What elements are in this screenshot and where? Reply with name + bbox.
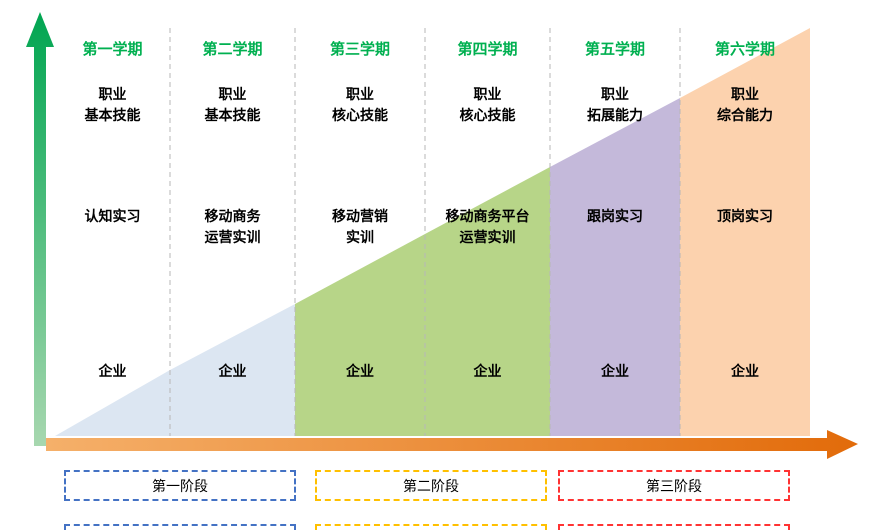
skill-label: 职业 核心技能 [459, 86, 516, 123]
practice-label: 移动商务平台 运营实训 [445, 208, 530, 245]
column-separators [169, 28, 681, 436]
stage-box-2: 第二阶段 [315, 470, 547, 501]
vertical-axis-arrow-head [26, 12, 54, 47]
semester-header: 第一学期 [82, 41, 143, 58]
ramp-segment-6 [680, 28, 810, 436]
skill-label: 职业 综合能力 [717, 86, 773, 123]
vertical-axis-arrow-shaft [34, 45, 46, 446]
skill-label: 职业 基本技能 [204, 86, 261, 123]
stage-box-1: 第一阶段 [64, 470, 296, 501]
ramp-segment-1 [55, 370, 170, 436]
enterprise-label: 企业 [346, 363, 374, 379]
semester-column-2: 第二学期 职业 基本技能 移动商务 运营实训 企业 [170, 0, 295, 460]
semester-header: 第五学期 [584, 41, 645, 58]
semester-column-4: 第四学期 职业 核心技能 移动商务平台 运营实训 企业 [425, 0, 550, 460]
skill-label: 职业 拓展能力 [587, 86, 643, 123]
cropped-stage-box-1 [64, 524, 296, 531]
stage-box-3: 第三阶段 [558, 470, 790, 501]
semester-header: 第六学期 [714, 41, 775, 58]
semester-column-6: 第六学期 职业 综合能力 顶岗实习 企业 [680, 0, 810, 460]
ramp-segment-3 [295, 234, 425, 436]
stage-label: 第二阶段 [403, 477, 459, 494]
practice-label: 移动营销 实训 [332, 208, 388, 245]
practice-label: 顶岗实习 [717, 208, 773, 224]
semester-column-3: 第三学期 职业 核心技能 移动营销 实训 企业 [295, 0, 425, 460]
enterprise-label: 企业 [731, 363, 759, 379]
ramp-segment-2 [170, 304, 295, 436]
semester-column-1: 第一学期 职业 基本技能 认知实习 企业 [55, 0, 170, 460]
practice-label: 移动商务 运营实训 [204, 208, 261, 245]
semester-header: 第四学期 [457, 41, 518, 58]
stage-label: 第三阶段 [646, 477, 702, 494]
semester-column-5: 第五学期 职业 拓展能力 跟岗实习 企业 [550, 0, 680, 460]
ramp-segment-5 [550, 98, 680, 436]
cropped-stage-box-3 [558, 524, 790, 531]
skill-label: 职业 核心技能 [332, 86, 388, 123]
skill-label: 职业 基本技能 [84, 86, 141, 123]
stage-label: 第一阶段 [152, 477, 208, 494]
enterprise-label: 企业 [218, 363, 247, 379]
enterprise-label: 企业 [601, 363, 629, 379]
horizontal-axis-arrow-head [827, 430, 858, 459]
enterprise-label: 企业 [98, 363, 127, 379]
enterprise-label: 企业 [473, 363, 502, 379]
semester-header: 第二学期 [202, 41, 263, 58]
horizontal-axis-arrow-shaft [46, 438, 827, 451]
cropped-stage-box-2 [315, 524, 547, 531]
practice-label: 跟岗实习 [587, 208, 643, 224]
practice-label: 认知实习 [84, 208, 141, 224]
ramp-segment-4 [425, 167, 550, 436]
semester-header: 第三学期 [329, 41, 390, 58]
